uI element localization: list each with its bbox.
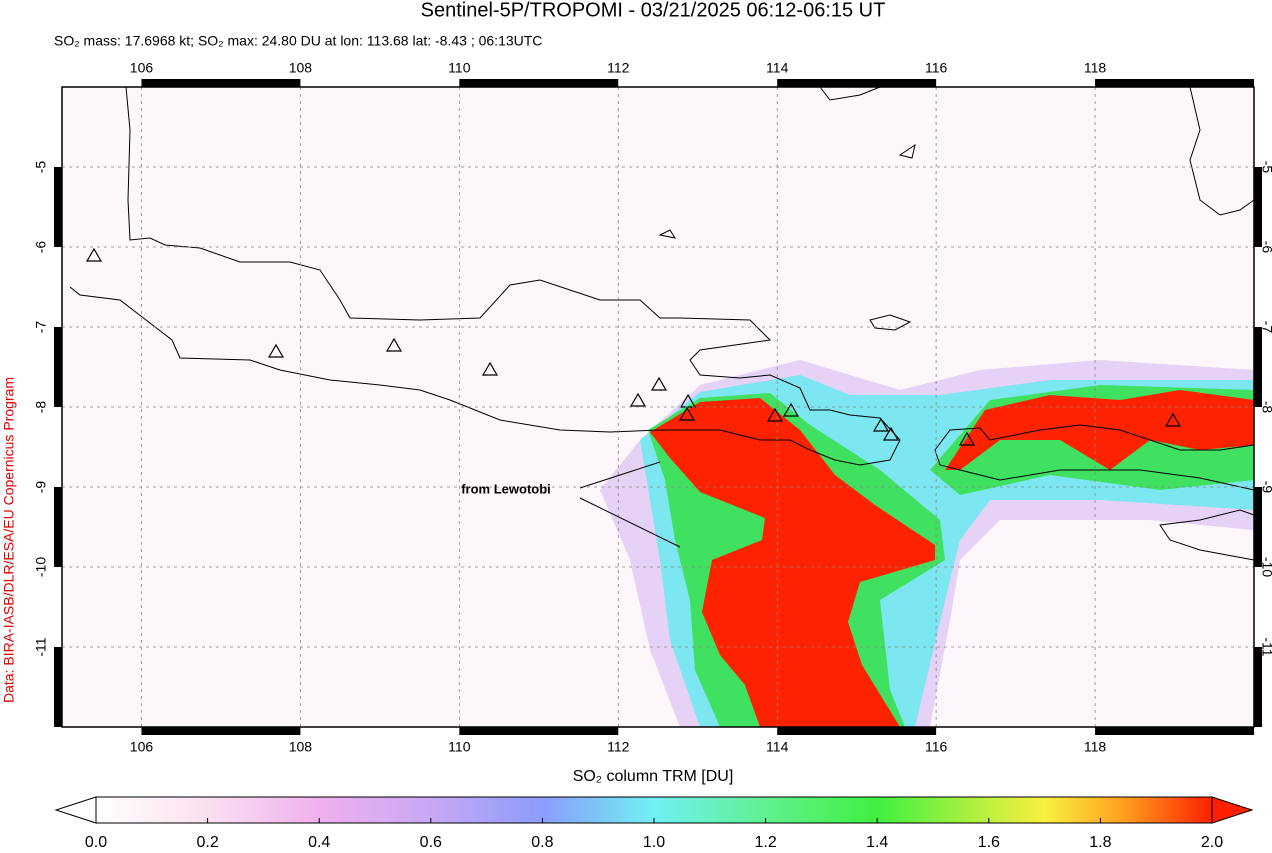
coastlines: [69, 86, 1255, 561]
y-tick-label: -7: [1259, 321, 1272, 334]
x-tick-label: 112: [607, 739, 630, 755]
colorbar-tick-label: 1.6: [978, 834, 1000, 851]
frame-bar: [777, 727, 937, 735]
frame-bar: [1254, 487, 1262, 567]
colorbar-tick-label: 0.0: [85, 834, 107, 851]
frame-bar: [1254, 647, 1262, 727]
x-tick-label: 116: [925, 739, 948, 755]
frame-bar: [1254, 167, 1262, 247]
y-tick-label: -10: [1259, 557, 1272, 577]
frame-bar: [54, 167, 62, 247]
annotation-arrow: [579, 461, 681, 548]
frame-bar: [777, 79, 937, 87]
colorbar-tick-label: 0.8: [531, 834, 553, 851]
x-tick-label: 118: [1084, 60, 1107, 76]
x-tick-label: 108: [289, 739, 313, 755]
colorbar-over: [1211, 796, 1254, 824]
y-tick-label: -9: [1259, 481, 1272, 494]
frame-bar: [459, 727, 619, 735]
subtitle: SO₂ mass: 17.6968 kt; SO₂ max: 24.80 DU …: [54, 33, 542, 49]
frame-bar: [141, 79, 301, 87]
x-tick-label: 114: [766, 739, 789, 755]
graticule: [62, 87, 1254, 727]
y-tick-label: -5: [33, 161, 49, 174]
frame-bar: [54, 487, 62, 567]
frame-bar: [54, 647, 62, 727]
x-tick-label: 116: [925, 60, 948, 76]
colorbar-tick-label: 1.0: [643, 834, 665, 851]
y-tick-label: -7: [33, 321, 49, 334]
frame-bar: [54, 327, 62, 407]
y-tick-label: -11: [33, 637, 49, 656]
y-tick-label: -6: [1259, 241, 1272, 254]
frame-bar: [459, 79, 619, 87]
x-tick-label: 110: [448, 60, 471, 76]
y-tick-label: -8: [1259, 401, 1272, 414]
colorbar-tick-label: 0.2: [196, 834, 218, 851]
colorbar-tick-label: 1.8: [1089, 834, 1111, 851]
x-tick-label: 108: [289, 60, 313, 76]
y-tick-label: -9: [33, 481, 49, 494]
plume-red: [650, 390, 1254, 727]
y-tick-label: -11: [1259, 637, 1272, 656]
frame-bar: [1095, 79, 1254, 87]
x-tick-label: 112: [607, 60, 630, 76]
colorbar-tick-label: 0.4: [308, 834, 330, 851]
x-tick-label: 106: [130, 739, 154, 755]
x-tick-label: 118: [1084, 739, 1107, 755]
annotation: from Lewotobi: [461, 481, 551, 496]
colorbar-tick-label: 2.0: [1201, 834, 1223, 851]
credit: Data: BIRA-IASB/DLR/ESA/EU Copernicus Pr…: [1, 377, 17, 703]
y-tick-label: -8: [33, 401, 49, 414]
frame-bar: [1254, 327, 1262, 407]
x-tick-label: 106: [130, 60, 154, 76]
colorbar-label: SO₂ column TRM [DU]: [573, 768, 734, 785]
frame-bar: [141, 727, 301, 735]
colorbar-tick-label: 0.6: [420, 834, 442, 851]
y-tick-label: -5: [1259, 161, 1272, 174]
y-tick-label: -6: [33, 241, 49, 254]
colorbar-under: [54, 796, 97, 824]
colorbar-tick-label: 1.4: [866, 834, 888, 851]
x-tick-label: 114: [766, 60, 789, 76]
colorbar-tick-label: 1.2: [754, 834, 776, 851]
y-tick-label: -10: [33, 557, 49, 577]
title: Sentinel-5P/TROPOMI - 03/21/2025 06:12-0…: [421, 0, 886, 21]
x-tick-label: 110: [448, 739, 471, 755]
frame-bars: [54, 79, 1262, 735]
frame-bar: [1095, 727, 1254, 735]
